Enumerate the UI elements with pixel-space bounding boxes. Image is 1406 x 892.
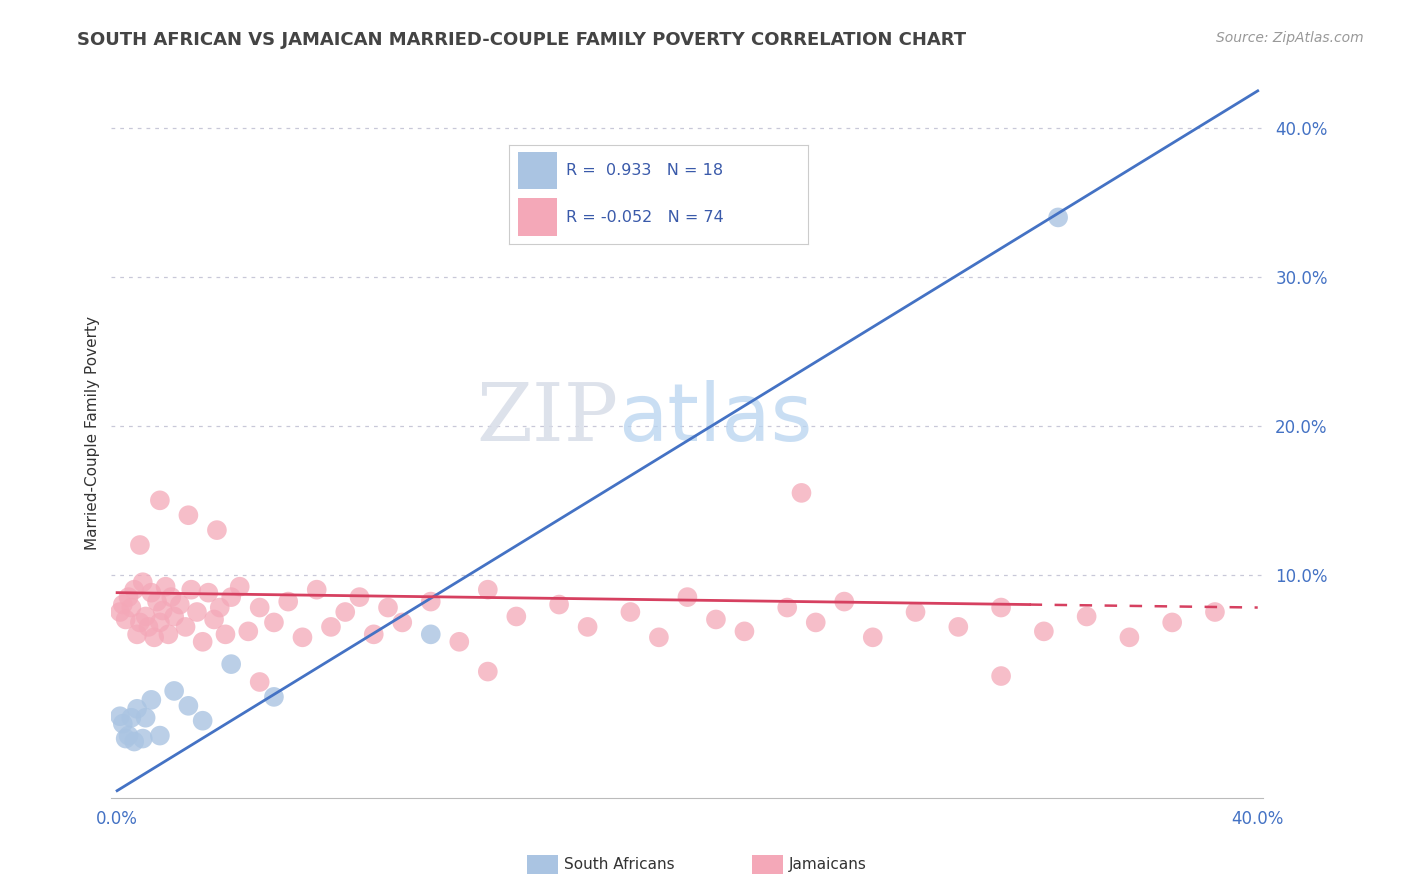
Point (990, 600, 1012, 615)
Point (1161, 615, 1184, 630)
Point (205, 523, 228, 537)
Point (249, 675, 271, 690)
Point (117, 590, 139, 604)
Point (114, 731, 136, 746)
Point (990, 669, 1012, 683)
Point (291, 630, 314, 644)
Text: Source: ZipAtlas.com: Source: ZipAtlas.com (1216, 31, 1364, 45)
Point (1076, 609, 1098, 624)
Point (146, 594, 169, 608)
Point (449, 634, 471, 648)
Point (263, 690, 285, 704)
Point (904, 605, 927, 619)
Point (132, 731, 155, 746)
Point (1047, 211, 1070, 225)
Y-axis label: Married-Couple Family Poverty: Married-Couple Family Poverty (86, 317, 100, 550)
Point (160, 590, 183, 604)
Text: atlas: atlas (619, 380, 813, 458)
Point (141, 585, 163, 599)
Point (108, 605, 131, 619)
Point (548, 598, 571, 612)
Point (377, 600, 399, 615)
Point (149, 615, 172, 630)
Point (391, 615, 413, 630)
Point (619, 605, 641, 619)
Point (477, 665, 499, 679)
Point (733, 624, 755, 639)
Point (832, 594, 855, 608)
Point (1204, 605, 1226, 619)
Point (149, 729, 172, 743)
Point (576, 620, 599, 634)
Point (135, 711, 157, 725)
Point (129, 538, 152, 552)
Point (120, 600, 142, 615)
Text: ZIP: ZIP (477, 380, 619, 458)
Point (122, 734, 145, 748)
Point (177, 508, 200, 523)
Point (419, 627, 441, 641)
Text: Jamaicans: Jamaicans (789, 857, 866, 871)
Point (862, 630, 884, 644)
Point (152, 603, 174, 617)
Point (163, 609, 186, 624)
Point (174, 620, 197, 634)
Point (122, 582, 145, 597)
Point (214, 627, 236, 641)
Point (277, 594, 299, 608)
Point (249, 600, 271, 615)
Point (149, 493, 172, 508)
Point (143, 630, 166, 644)
Point (191, 714, 214, 728)
Point (111, 598, 134, 612)
Point (138, 620, 160, 634)
Point (305, 582, 328, 597)
Point (197, 585, 219, 599)
Point (704, 612, 727, 626)
Point (790, 486, 813, 500)
Point (219, 590, 242, 604)
Point (1032, 624, 1054, 639)
Point (180, 582, 202, 597)
Point (419, 594, 441, 608)
Point (238, 624, 260, 639)
Point (135, 609, 157, 624)
Point (177, 698, 200, 713)
Point (219, 657, 242, 672)
Point (363, 627, 385, 641)
Point (349, 590, 371, 604)
Point (114, 612, 136, 626)
Point (129, 615, 152, 630)
Point (319, 620, 342, 634)
Text: SOUTH AFRICAN VS JAMAICAN MARRIED-COUPLE FAMILY POVERTY CORRELATION CHART: SOUTH AFRICAN VS JAMAICAN MARRIED-COUPLE… (77, 31, 966, 49)
Point (141, 693, 163, 707)
Point (202, 612, 225, 626)
Point (804, 615, 827, 630)
Point (108, 709, 131, 723)
Point (676, 590, 699, 604)
Point (335, 605, 357, 619)
Text: South Africans: South Africans (564, 857, 675, 871)
Point (169, 598, 191, 612)
Point (191, 634, 214, 648)
Point (157, 627, 180, 641)
Point (120, 711, 142, 725)
Point (776, 600, 799, 615)
Point (648, 630, 671, 644)
Point (948, 620, 970, 634)
Point (186, 605, 208, 619)
Point (155, 580, 177, 594)
Point (111, 716, 134, 731)
Point (505, 609, 527, 624)
Point (229, 580, 252, 594)
Point (208, 600, 231, 615)
Point (132, 575, 155, 590)
Point (263, 615, 285, 630)
Point (125, 702, 148, 716)
Point (477, 582, 499, 597)
Point (1118, 630, 1140, 644)
Point (163, 684, 186, 698)
Point (125, 627, 148, 641)
Point (117, 729, 139, 743)
